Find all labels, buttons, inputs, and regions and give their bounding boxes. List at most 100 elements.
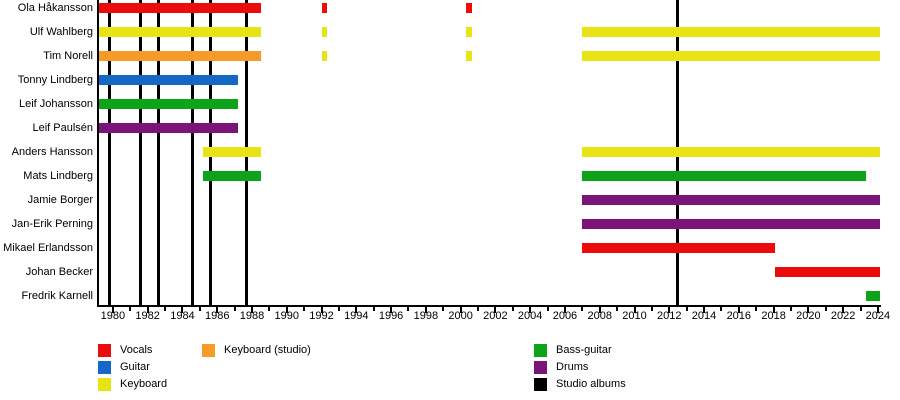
y-axis-line [97, 0, 99, 307]
member-name-label: Leif Paulsén [32, 121, 93, 134]
x-axis-tick-label: 2004 [517, 310, 543, 322]
studio-album-line [191, 0, 195, 305]
x-axis-tick-label: 1990 [274, 310, 299, 322]
x-axis-major-tick [772, 307, 775, 313]
x-axis-minor-tick [407, 307, 410, 311]
x-axis-tick-label: 2006 [552, 310, 578, 322]
membership-bar-keyboard [465, 50, 473, 61]
x-axis-tick-label: 1980 [100, 310, 126, 322]
x-axis-minor-tick [442, 307, 445, 311]
membership-bar-keyboard_studio [99, 50, 261, 61]
x-axis-major-tick [737, 307, 740, 313]
x-axis-major-tick [111, 307, 114, 313]
membership-bar-keyboard [582, 26, 880, 37]
x-axis-major-tick [703, 307, 706, 313]
x-axis-major-tick [251, 307, 253, 313]
membership-bar-keyboard [582, 146, 880, 157]
x-axis-tick-label: 2010 [622, 310, 647, 322]
legend-label-bass: Bass-guitar [556, 344, 612, 356]
legend-item-vocals: Vocals [98, 343, 152, 357]
legend-item-bass: Bass-guitar [534, 343, 612, 357]
legend-item-albums: Studio albums [534, 377, 626, 391]
x-axis-minor-tick [546, 307, 549, 311]
x-axis-major-tick [842, 307, 845, 313]
x-axis-minor-tick [198, 307, 201, 311]
membership-bar-drums [582, 218, 880, 229]
x-axis-major-tick [181, 307, 184, 313]
x-axis-major-tick [390, 307, 393, 313]
x-axis-major-tick [876, 307, 879, 313]
membership-bar-drums [582, 194, 880, 205]
legend-item-drums: Drums [534, 360, 588, 374]
x-axis-minor-tick [581, 307, 584, 311]
x-axis-minor-tick [129, 307, 132, 311]
membership-bar-guitar [99, 74, 239, 85]
x-axis-tick-label: 1994 [344, 310, 369, 322]
member-name-label: Ulf Wahlberg [29, 25, 93, 38]
member-name-label: Leif Johansson [19, 97, 93, 110]
x-axis-major-tick [807, 307, 810, 313]
legend-swatch-bass [534, 343, 547, 357]
legend-label-albums: Studio albums [556, 378, 626, 390]
x-axis-minor-tick [650, 307, 653, 311]
x-axis-major-tick [320, 307, 323, 313]
x-axis-line [97, 305, 881, 307]
member-name-label: Anders Hansson [11, 145, 93, 158]
studio-album-line [139, 0, 143, 305]
x-axis-minor-tick [685, 307, 688, 311]
legend-item-keyboard: Keyboard [98, 377, 167, 391]
x-axis-minor-tick [720, 307, 723, 311]
studio-album-line [107, 0, 111, 305]
x-axis-major-tick [633, 307, 636, 313]
member-name-label: Tim Norell [43, 49, 93, 62]
member-name-label: Fredrik Karnell [21, 289, 93, 302]
legend-swatch-keyboard_studio [202, 343, 215, 357]
x-axis-major-tick [146, 307, 149, 313]
membership-bar-bass [203, 170, 261, 181]
x-axis-minor-tick [303, 307, 306, 311]
legend-swatch-albums [534, 377, 547, 391]
member-name-label: Jamie Borger [27, 193, 93, 206]
x-axis-major-tick [216, 307, 219, 313]
legend-swatch-keyboard [98, 377, 111, 391]
x-axis-tick-label: 2016 [726, 310, 752, 322]
x-axis-tick-label: 2012 [657, 310, 682, 322]
membership-bar-keyboard [322, 50, 327, 61]
x-axis-tick-label: 2020 [796, 310, 821, 322]
x-axis-minor-tick [511, 307, 514, 311]
x-axis-major-tick [529, 307, 532, 313]
x-axis-minor-tick [233, 307, 236, 311]
x-axis-minor-tick [616, 307, 619, 311]
x-axis-minor-tick [372, 307, 375, 311]
x-axis-major-tick [494, 307, 497, 313]
x-axis-major-tick [285, 307, 288, 313]
x-axis-tick-label: 2002 [483, 310, 508, 322]
x-axis-tick-label: 2024 [865, 310, 891, 322]
legend-label-keyboard_studio: Keyboard (studio) [224, 344, 311, 356]
member-name-label: Mikael Erlandsson [3, 241, 93, 254]
x-axis-minor-tick [789, 307, 792, 311]
x-axis-tick-label: 2008 [587, 310, 612, 322]
x-axis-major-tick [459, 307, 462, 313]
x-axis-major-tick [598, 307, 601, 313]
x-axis-tick-label: 1998 [413, 310, 439, 322]
x-axis-major-tick [424, 307, 427, 313]
x-axis-tick-label: 1982 [135, 310, 160, 322]
x-axis-tick-label: 1986 [204, 310, 230, 322]
legend-swatch-vocals [98, 343, 111, 357]
legend-item-keyboard_studio: Keyboard (studio) [202, 343, 311, 357]
x-axis-major-tick [355, 307, 358, 313]
member-name-label: Tonny Lindberg [17, 73, 93, 86]
x-axis-minor-tick [164, 307, 167, 311]
x-axis-major-tick [563, 307, 566, 313]
membership-bar-drums [99, 122, 239, 133]
membership-bar-bass [865, 290, 880, 301]
x-axis-minor-tick [859, 307, 862, 311]
x-axis-minor-tick [824, 307, 827, 311]
membership-bar-bass [582, 170, 866, 181]
legend-swatch-drums [534, 360, 547, 374]
membership-bar-keyboard [99, 26, 261, 37]
x-axis-major-tick [668, 307, 671, 313]
member-name-label: Ola Håkansson [17, 1, 93, 14]
legend-item-guitar: Guitar [98, 360, 150, 374]
